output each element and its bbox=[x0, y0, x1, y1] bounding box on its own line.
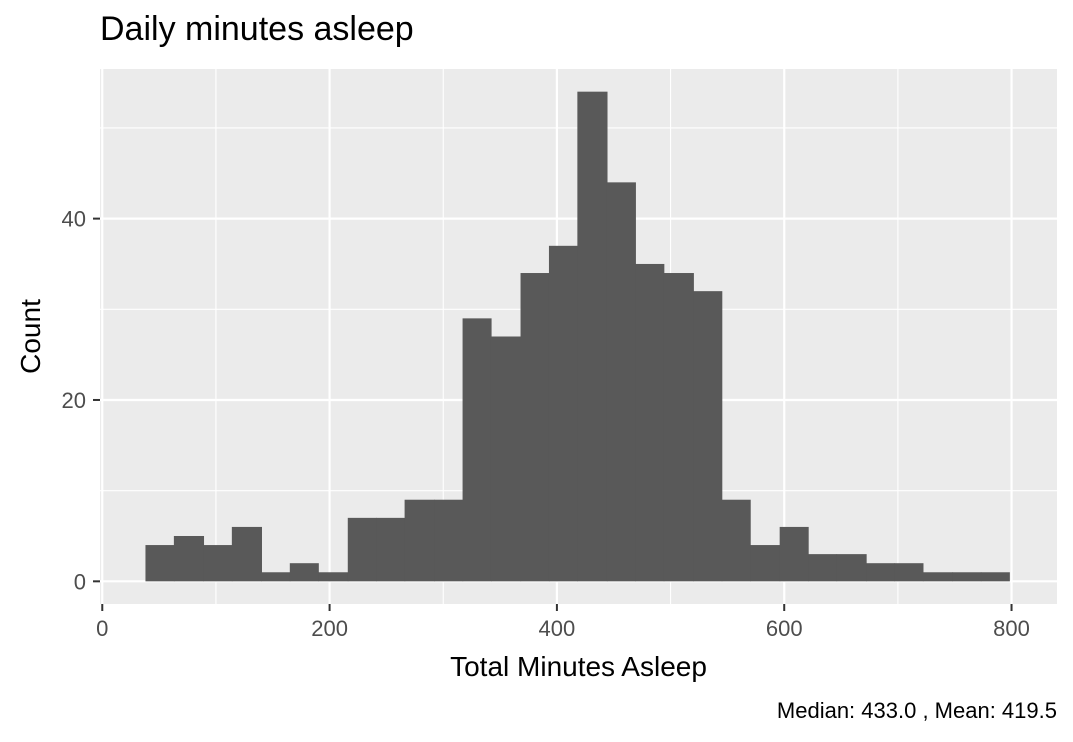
histogram-bar bbox=[922, 572, 954, 582]
histogram-bar bbox=[663, 273, 694, 582]
histogram-bar bbox=[577, 91, 608, 582]
y-axis-title: Count bbox=[15, 299, 46, 374]
histogram-bar bbox=[145, 545, 175, 582]
x-tick-label: 600 bbox=[766, 616, 803, 641]
y-axis: 0 20 40 bbox=[62, 207, 100, 594]
x-tick-label: 200 bbox=[311, 616, 348, 641]
x-tick-label: 0 bbox=[96, 616, 108, 641]
histogram-bar bbox=[836, 554, 867, 582]
x-tick-label: 400 bbox=[539, 616, 576, 641]
histogram-bar bbox=[693, 291, 723, 582]
x-tick-label: 800 bbox=[993, 616, 1030, 641]
summary-caption: Median: 433.0 , Mean: 419.5 bbox=[776, 698, 1057, 723]
histogram-bar bbox=[261, 572, 291, 582]
histogram-bar bbox=[231, 526, 262, 582]
histogram-bar bbox=[376, 517, 406, 582]
histogram-bar bbox=[808, 554, 838, 582]
y-tick-label: 20 bbox=[62, 388, 86, 413]
histogram-bar bbox=[606, 182, 636, 582]
chart-title: Daily minutes asleep bbox=[100, 10, 414, 48]
x-axis-title: Total Minutes Asleep bbox=[450, 651, 707, 682]
histogram-bar bbox=[980, 572, 1010, 582]
histogram-bar bbox=[203, 545, 233, 582]
histogram-bars bbox=[145, 91, 1010, 582]
histogram-bar bbox=[635, 263, 665, 582]
histogram-bar bbox=[490, 336, 522, 582]
histogram-bar bbox=[434, 499, 464, 582]
histogram-bar bbox=[347, 517, 377, 582]
histogram-bar bbox=[404, 499, 435, 582]
histogram-bar bbox=[548, 245, 578, 582]
histogram-bar bbox=[779, 526, 809, 582]
histogram-bar bbox=[520, 273, 550, 582]
histogram-bar bbox=[462, 318, 492, 582]
y-tick-label: 0 bbox=[74, 569, 86, 594]
y-tick-label: 40 bbox=[62, 207, 86, 232]
histogram-bar bbox=[952, 572, 982, 582]
histogram-bar bbox=[866, 563, 896, 582]
histogram-bar bbox=[289, 563, 319, 582]
histogram-bar bbox=[894, 563, 924, 582]
histogram-bar bbox=[750, 545, 781, 582]
histogram-bar bbox=[318, 572, 349, 582]
histogram-bar bbox=[721, 499, 751, 582]
x-axis: 0 200 400 600 800 bbox=[96, 604, 1030, 641]
histogram-bar bbox=[173, 535, 205, 582]
